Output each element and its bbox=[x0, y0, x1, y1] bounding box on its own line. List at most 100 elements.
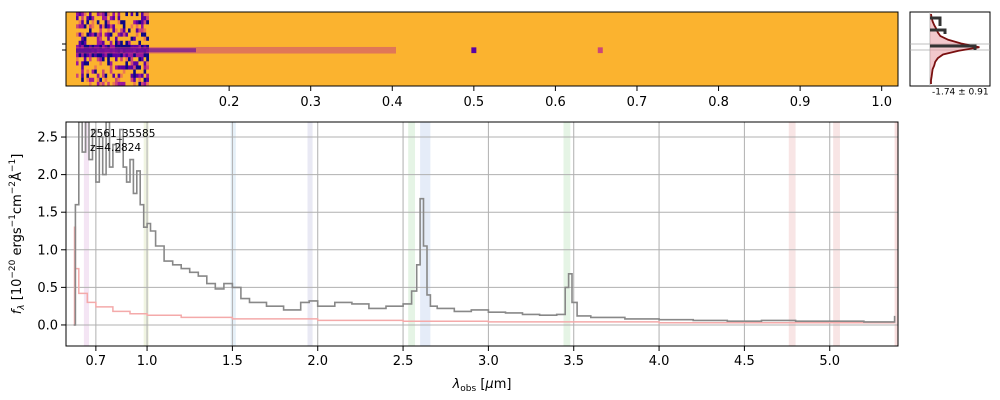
profile-data-steps bbox=[930, 16, 977, 50]
heatmap-cell bbox=[115, 57, 118, 62]
heatmap-cell bbox=[122, 65, 126, 70]
heatmap-cell bbox=[89, 40, 92, 46]
heatmap-cell bbox=[128, 81, 131, 86]
heatmap-cell bbox=[107, 69, 110, 74]
heatmap-cell bbox=[120, 32, 123, 37]
heatmap-cell bbox=[125, 36, 129, 42]
x-tick-label: 0.6 bbox=[545, 95, 566, 110]
heatmap-cell bbox=[76, 24, 79, 29]
x-tick-label: 3.5 bbox=[563, 354, 584, 369]
heatmap-cell bbox=[135, 12, 139, 17]
heatmap-cell bbox=[112, 28, 116, 33]
heatmap-cell bbox=[78, 81, 82, 86]
heatmap-cell bbox=[83, 12, 87, 17]
heatmap-cell bbox=[115, 20, 118, 25]
heatmap-cell bbox=[109, 28, 113, 33]
heatmap-cell bbox=[138, 12, 142, 17]
heatmap-cell bbox=[120, 65, 123, 70]
heatmap-cell bbox=[135, 53, 139, 58]
heatmap-cell bbox=[117, 65, 121, 70]
heatmap-cell bbox=[81, 28, 84, 33]
heatmap-cell bbox=[96, 16, 100, 21]
heatmap-cell bbox=[96, 24, 100, 29]
heatmap-cell bbox=[112, 61, 116, 66]
heatmap-cell bbox=[130, 57, 134, 62]
heatmap-cell bbox=[81, 53, 84, 58]
heatmap-cell bbox=[130, 69, 134, 74]
heatmap-cell bbox=[99, 12, 103, 17]
heatmap-cell bbox=[89, 20, 92, 25]
heatmap-cell bbox=[115, 65, 118, 70]
2d-spectrum-panel: 0.2 0.3 0.4 0.5 0.6 0.7 0.8 0.9 1.0 bbox=[62, 11, 899, 110]
heatmap-cell bbox=[120, 12, 123, 17]
heatmap-cell bbox=[102, 61, 105, 66]
heatmap-cell bbox=[143, 65, 147, 70]
heatmap-cell bbox=[125, 24, 129, 29]
heatmap-cell bbox=[99, 65, 103, 70]
heatmap-cell bbox=[81, 73, 84, 79]
heatmap-cell bbox=[86, 16, 90, 21]
heatmap-cell bbox=[117, 40, 121, 46]
heatmap-cell bbox=[141, 69, 144, 74]
heatmap-cell bbox=[104, 32, 108, 37]
heatmap-cell bbox=[135, 57, 139, 62]
heatmap-cell bbox=[91, 16, 95, 21]
heatmap-cell bbox=[83, 36, 87, 42]
heatmap-cell bbox=[133, 40, 136, 46]
redshift-label: z=4.2824 bbox=[90, 142, 141, 154]
heatmap-cell bbox=[107, 81, 110, 86]
heatmap-cell bbox=[76, 65, 79, 70]
heatmap-cell bbox=[94, 36, 97, 42]
heatmap-cell bbox=[135, 81, 139, 86]
heatmap-cell bbox=[138, 16, 142, 21]
flux-spectrum-line bbox=[73, 122, 896, 326]
heatmap-cell bbox=[94, 73, 97, 79]
heatmap-cell bbox=[125, 57, 129, 62]
heatmap-cell bbox=[94, 28, 97, 33]
heatmap-cell bbox=[112, 24, 116, 29]
heatmap-cell bbox=[96, 40, 100, 46]
heatmap-cell bbox=[130, 28, 134, 33]
x-tick-label: 0.5 bbox=[463, 95, 484, 110]
heatmap-cell bbox=[81, 40, 84, 46]
heatmap-cell bbox=[104, 53, 108, 58]
heatmap-cell bbox=[104, 61, 108, 66]
heatmap-cell bbox=[99, 16, 103, 21]
heatmap-cell bbox=[109, 40, 113, 46]
heatmap-cell bbox=[78, 77, 82, 83]
profile-annotation: -1.74 ± 0.91 bbox=[932, 88, 989, 98]
heatmap-cell bbox=[141, 81, 144, 86]
heatmap-cell bbox=[138, 20, 142, 25]
heatmap-cell bbox=[104, 20, 108, 25]
heatmap-cell bbox=[141, 61, 144, 66]
heatmap-cell bbox=[120, 20, 123, 25]
heatmap-cell bbox=[104, 73, 108, 79]
heatmap-cell bbox=[107, 61, 110, 66]
heatmap-cell bbox=[86, 77, 90, 83]
heatmap-cell bbox=[109, 16, 113, 21]
heatmap-cell bbox=[133, 73, 136, 79]
heatmap-cell bbox=[91, 12, 95, 17]
heatmap-cell bbox=[117, 36, 121, 42]
heatmap-cell bbox=[135, 69, 139, 74]
heatmap-cell bbox=[94, 24, 97, 29]
heatmap-cell bbox=[135, 40, 139, 46]
heatmap-cell bbox=[83, 65, 87, 70]
heatmap-cell bbox=[99, 81, 103, 86]
heatmap-cell bbox=[146, 36, 149, 42]
heatmap-cell bbox=[122, 28, 126, 33]
heatmap-cell bbox=[76, 77, 79, 83]
heatmap-cell bbox=[104, 28, 108, 33]
heatmap-cell bbox=[138, 73, 142, 79]
heatmap-cell bbox=[141, 77, 144, 83]
x-tick-label: 0.4 bbox=[382, 95, 403, 110]
heatmap-cell bbox=[138, 77, 142, 83]
heatmap-cell bbox=[81, 20, 84, 25]
heatmap-cell bbox=[109, 61, 113, 66]
heatmap-cell bbox=[112, 16, 116, 21]
heatmap-cell bbox=[104, 65, 108, 70]
heatmap-cell bbox=[89, 77, 92, 83]
heatmap-cell bbox=[141, 57, 144, 62]
heatmap-cell bbox=[143, 24, 147, 29]
heatmap-cell bbox=[125, 73, 129, 79]
